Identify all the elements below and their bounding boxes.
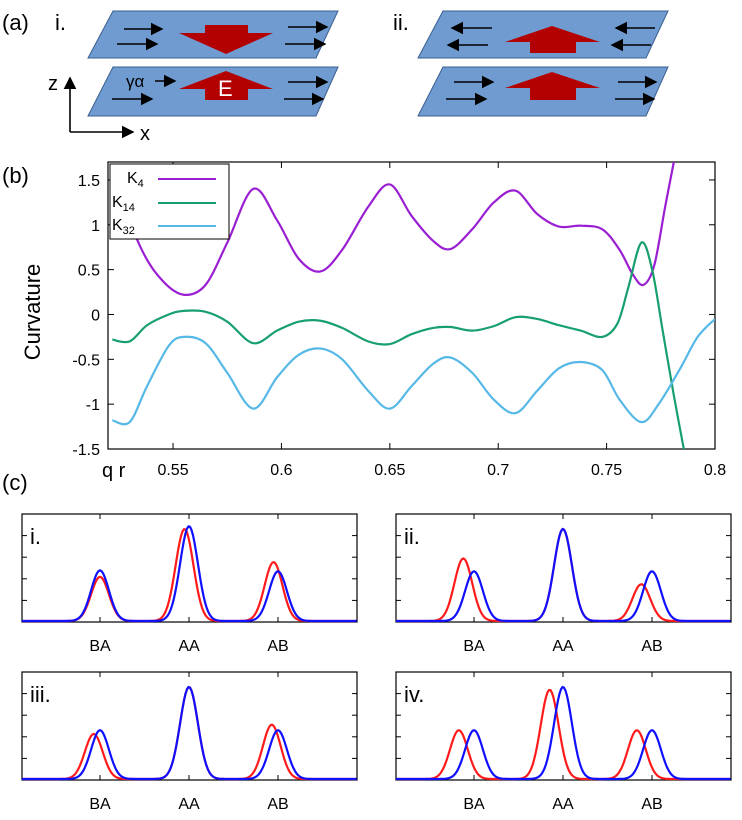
panel-a: (a) i. ii. E γα xyxy=(2,10,669,145)
field-arrow-i-top-down xyxy=(179,25,273,54)
spectrum-line-blue xyxy=(396,685,731,781)
y-tick-label: 0 xyxy=(91,307,100,324)
field-arrow-ii-top-up xyxy=(505,26,600,53)
axis-x-label: x xyxy=(140,123,150,145)
y-tick-label: -1.5 xyxy=(72,442,100,459)
spectrum-x-label: AB xyxy=(641,796,662,813)
magnetization-arrows-ii xyxy=(446,21,658,106)
spectrum-line-blue xyxy=(22,685,357,781)
spectrum-subpanel-4: BA AA AB iv. xyxy=(395,671,732,813)
x-tick-label: 0.8 xyxy=(704,462,726,479)
panel-a-sub-i: i. xyxy=(55,10,66,35)
spectrum-x-label: AB xyxy=(267,638,288,655)
axis-z-label: z xyxy=(48,73,58,95)
field-label: E xyxy=(218,76,233,101)
x-tick-label: 0.6 xyxy=(270,462,292,479)
panel-a-sub-ii: ii. xyxy=(393,10,409,35)
curvature-axis-ticks: 1.5 1 0.5 0 -0.5 -1 -1.5 0.55 0.6 0.65 0.7 0.75 0.8 xyxy=(72,162,726,479)
series-line-k14 xyxy=(112,241,685,449)
spectrum-x-label: AA xyxy=(178,638,200,655)
spectrum-x-label: AB xyxy=(267,796,288,813)
curvature-series xyxy=(111,162,715,449)
x-tick-label: 0.75 xyxy=(591,462,622,479)
series-line-k4 xyxy=(111,162,675,296)
spectrum-x-label: AA xyxy=(178,796,200,813)
y-tick-label: -0.5 xyxy=(72,352,100,369)
y-tick-label: 1.5 xyxy=(78,173,100,190)
spectrum-line-red xyxy=(396,688,731,781)
spectrum-subpanel-label: ii. xyxy=(404,524,420,549)
panel-a-label: (a) xyxy=(2,10,29,35)
y-tick-label: 0.5 xyxy=(78,263,100,280)
spectrum-line-blue xyxy=(396,527,731,623)
spectrum-x-label: BA xyxy=(89,638,111,655)
spectrum-line-red xyxy=(22,527,357,623)
gamma-label: γα xyxy=(126,72,145,91)
panel-b: (b) 1.5 1 0.5 0 -0.5 -1 -1.5 0.55 0.6 0.65 0.7 0.75… xyxy=(2,161,726,482)
x-tick-label: 0.55 xyxy=(157,462,188,479)
curvature-y-label: Curvature xyxy=(20,264,45,361)
spectrum-line-blue xyxy=(22,525,357,623)
spectrum-x-label: AB xyxy=(641,638,662,655)
spectra-subpanels: BA AA AB i. BA AA AB ii. BA AA AB iii. BA AA AB iv. xyxy=(21,513,732,813)
spectrum-frame xyxy=(21,513,358,623)
panel-b-label: (b) xyxy=(2,163,29,188)
panel-c-label: (c) xyxy=(2,470,28,495)
spectrum-subpanel-label: iv. xyxy=(404,682,424,707)
curvature-plot-frame xyxy=(107,161,716,450)
spectrum-x-label: BA xyxy=(89,796,111,813)
series-line-k32 xyxy=(112,318,715,426)
spectrum-subpanel-3: BA AA AB iii. xyxy=(21,671,358,813)
spectrum-x-label: BA xyxy=(463,638,485,655)
spectrum-subpanel-1: BA AA AB i. xyxy=(21,513,358,655)
curvature-legend: K4 K14 K32 xyxy=(109,163,230,240)
spectrum-line-red xyxy=(22,685,357,781)
spectrum-subpanel-2: BA AA AB ii. xyxy=(395,513,732,655)
spectrum-x-label: AA xyxy=(552,796,574,813)
x-tick-label: 0.7 xyxy=(487,462,509,479)
spectrum-x-label: BA xyxy=(463,796,485,813)
spectrum-subpanel-label: i. xyxy=(30,524,41,549)
spectrum-subpanel-label: iii. xyxy=(30,682,51,707)
spectrum-line-red xyxy=(396,527,731,623)
panel-c: (c) BA AA AB i. BA AA AB ii. BA AA AB iii. BA AA AB iv. xyxy=(2,470,732,813)
y-tick-label: 1 xyxy=(91,218,100,235)
qr-label: q r xyxy=(102,460,126,482)
spectrum-x-label: AA xyxy=(552,638,574,655)
axis-indicator xyxy=(63,76,135,139)
field-arrow-i-bottom-up xyxy=(179,71,273,100)
field-arrow-ii-bottom-up xyxy=(505,72,600,100)
magnetization-arrows-i xyxy=(112,20,329,106)
x-tick-label: 0.65 xyxy=(374,462,405,479)
y-tick-label: -1 xyxy=(86,397,100,414)
